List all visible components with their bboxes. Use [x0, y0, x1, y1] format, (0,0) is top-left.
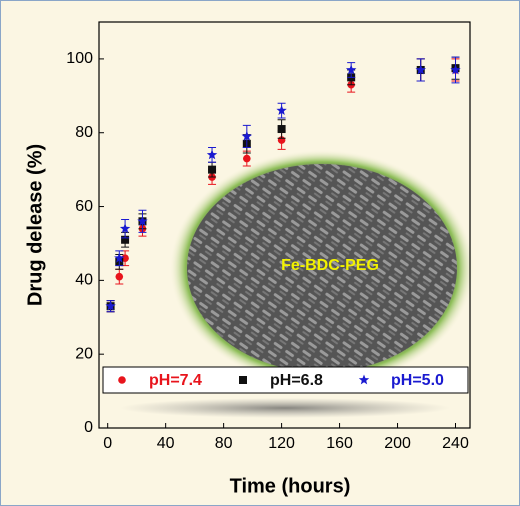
point: [105, 300, 116, 311]
legend-shadow: [120, 398, 450, 418]
x-tick-label: 200: [384, 435, 411, 452]
point: [137, 215, 148, 226]
legend-marker: [118, 376, 126, 384]
point: [206, 149, 218, 160]
x-tick-label: 80: [215, 435, 233, 452]
point: [276, 105, 287, 115]
y-tick-label: 100: [66, 50, 93, 67]
point: [208, 165, 217, 174]
y-axis-label: Drug delease (%): [24, 144, 46, 306]
point: [345, 64, 357, 75]
legend-label: pH=6.8: [270, 372, 323, 389]
y-tick-label: 60: [75, 198, 93, 215]
annotation: Fe-BDC-PEG: [281, 257, 379, 274]
y-tick-label: 40: [75, 272, 93, 289]
x-tick-label: 120: [268, 435, 295, 452]
x-tick-label: 0: [103, 435, 112, 452]
point: [114, 252, 125, 263]
point: [241, 130, 253, 141]
plot-frame: [98, 21, 471, 429]
point: [115, 272, 124, 281]
point: [277, 125, 286, 134]
y-tick-label: 0: [84, 419, 93, 436]
y-tick-label: 20: [75, 345, 93, 362]
point: [121, 235, 130, 244]
x-axis-label: Time (hours): [230, 475, 351, 497]
legend-box: [102, 366, 469, 394]
legend: pH=7.4 pH=6.8 pH=5.0: [102, 366, 469, 394]
x-tick-label: 240: [442, 435, 469, 452]
legend-label: pH=7.4: [149, 372, 202, 389]
y-tick-label: 80: [75, 124, 93, 141]
inset-image: [187, 164, 457, 372]
point: [243, 154, 251, 163]
legend-label: pH=5.0: [391, 372, 444, 389]
legend-marker: [358, 374, 370, 385]
x-tick-label: 160: [326, 435, 353, 452]
legend-marker: [239, 376, 247, 384]
point: [415, 64, 426, 75]
x-tick-label: 40: [157, 435, 175, 452]
point: [119, 223, 131, 234]
point: [450, 64, 461, 75]
